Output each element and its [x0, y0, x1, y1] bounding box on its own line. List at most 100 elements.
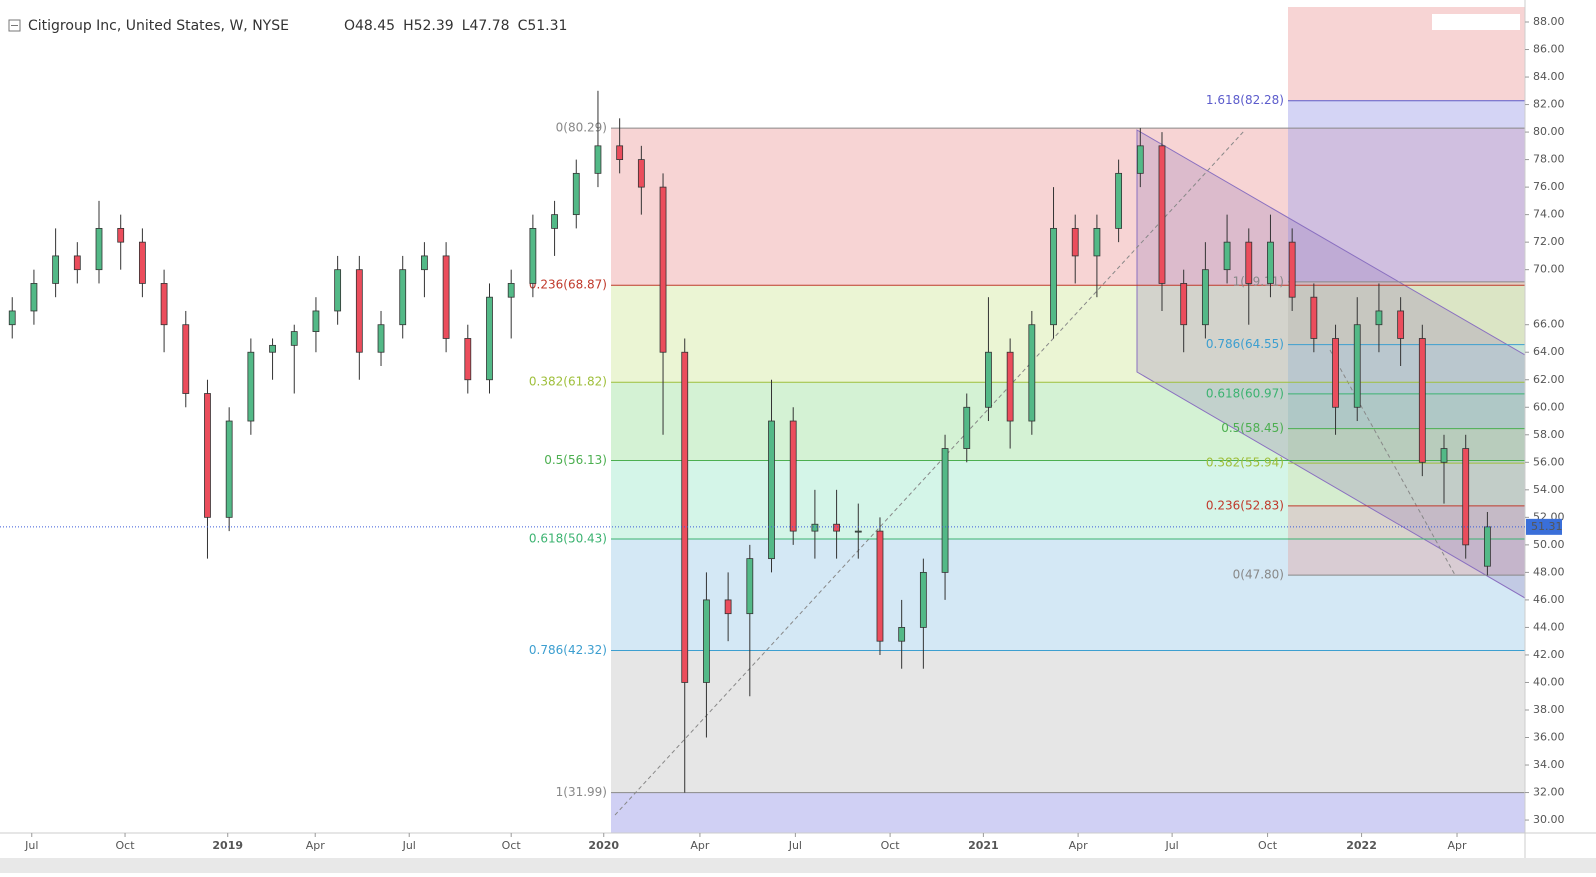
blank-box — [1432, 14, 1520, 30]
y-tick-label: 40.00 — [1533, 675, 1565, 688]
candle-body — [681, 351, 689, 683]
y-tick-label: 32.00 — [1533, 786, 1565, 799]
candle-body — [811, 523, 819, 532]
y-tick-label: 42.00 — [1533, 648, 1565, 661]
y-tick-label: 36.00 — [1533, 731, 1565, 744]
y-tick-label: 84.00 — [1533, 70, 1565, 83]
x-tick-label: 2019 — [212, 839, 243, 852]
y-tick-label: 64.00 — [1533, 345, 1565, 358]
x-tick-label: 2022 — [1346, 839, 1377, 852]
y-tick-label: 38.00 — [1533, 703, 1565, 716]
candle-body — [1223, 241, 1231, 271]
candle-body — [117, 227, 125, 243]
y-tick-label: 66.00 — [1533, 318, 1565, 331]
x-tick-label: Jul — [24, 839, 38, 852]
fib-zone — [611, 650, 1525, 793]
y-tick-label: 72.00 — [1533, 235, 1565, 248]
fib-label: 0.618(60.97) — [1206, 386, 1284, 400]
fib-zones — [611, 100, 1525, 833]
candle-body — [703, 599, 710, 683]
candle-body — [1180, 283, 1188, 326]
y-tick-label: 74.00 — [1533, 208, 1565, 221]
candle-body — [269, 344, 276, 353]
candle-body — [768, 420, 775, 560]
collapse-icon[interactable] — [8, 19, 21, 32]
y-tick-label: 50.00 — [1533, 538, 1565, 551]
x-tick-label: Oct — [881, 839, 901, 852]
candle-body — [1267, 241, 1274, 284]
candle-body — [1353, 324, 1361, 408]
candle-body — [421, 255, 428, 271]
ohlc-label: O48.45 — [344, 18, 395, 34]
y-tick-label: 70.00 — [1533, 263, 1565, 276]
candle-body — [898, 627, 906, 642]
candle-body — [1375, 310, 1383, 326]
fib-zone — [611, 285, 1525, 383]
candle-body — [1332, 338, 1339, 408]
y-tick-label: 78.00 — [1533, 153, 1565, 166]
candles — [8, 90, 1491, 793]
fib-label: 1(69.11) — [1233, 274, 1284, 288]
candle-body — [1462, 448, 1470, 546]
candle-body — [985, 351, 992, 408]
candle-body — [1201, 269, 1209, 326]
candle-body — [1071, 227, 1079, 257]
fib-label: 1(31.99) — [556, 785, 607, 799]
candle-body — [225, 420, 233, 518]
axes: 88.00 86.00 84.00 82.00 80.00 78.00 76.00 74.00… — [0, 15, 1565, 852]
y-tick-label: 46.00 — [1533, 593, 1565, 606]
fib-label: 1.618(82.28) — [1206, 93, 1284, 107]
x-tick-label: 2021 — [968, 839, 999, 852]
fib-zone — [611, 382, 1525, 461]
candle-body — [659, 186, 667, 353]
x-tick-label: Apr — [306, 839, 326, 852]
y-tick-label: 30.00 — [1533, 813, 1565, 826]
fib-label: 0.5(58.45) — [1221, 421, 1284, 435]
candle-body — [290, 331, 298, 346]
candle-body — [854, 530, 862, 533]
candle-body — [1418, 338, 1426, 463]
fib-label: 0(80.29) — [556, 121, 607, 135]
fib-zone — [1288, 463, 1525, 506]
candle-body — [1006, 351, 1014, 422]
candle-body — [95, 227, 103, 271]
candle-body — [1158, 145, 1166, 284]
candle-body — [160, 283, 168, 326]
candle-body — [963, 406, 971, 449]
fib-zone — [611, 460, 1525, 539]
y-tick-label: 48.00 — [1533, 565, 1565, 578]
fib-label: 0.618(50.43) — [529, 531, 607, 545]
x-tick-label: Oct — [1258, 839, 1278, 852]
candle-body — [334, 269, 342, 312]
candle-body — [1028, 324, 1036, 422]
x-tick-label: Apr — [690, 839, 710, 852]
candle-body — [919, 571, 927, 628]
fib-zone — [1288, 344, 1525, 394]
candle-body — [73, 255, 81, 271]
candle-body — [637, 159, 645, 188]
y-tick-label: 82.00 — [1533, 98, 1565, 111]
candle-body — [1245, 241, 1253, 284]
trend-line — [1329, 349, 1456, 576]
candle-body — [1115, 172, 1123, 229]
candle-body — [247, 351, 255, 422]
fib-zone — [1288, 428, 1525, 464]
y-tick-label: 58.00 — [1533, 428, 1565, 441]
y-tick-label: 80.00 — [1533, 125, 1565, 138]
fib-zone — [1288, 281, 1525, 345]
fib-label: 0.236(52.83) — [1206, 498, 1284, 512]
candle-body — [1093, 227, 1101, 257]
y-tick-label: 44.00 — [1533, 620, 1565, 633]
candle-body — [312, 310, 320, 332]
candle-body — [486, 296, 493, 381]
fib-zone — [611, 538, 1525, 651]
fib-zone — [1288, 100, 1525, 282]
trend-line — [614, 129, 1246, 816]
x-tick-label: Apr — [1069, 839, 1089, 852]
fib-zone — [611, 792, 1525, 833]
y-tick-label: 62.00 — [1533, 373, 1565, 386]
fib-label: 0.786(64.55) — [1206, 337, 1284, 351]
x-tick-label: Apr — [1448, 839, 1468, 852]
candle-body — [616, 145, 624, 160]
candle-body — [52, 255, 60, 284]
